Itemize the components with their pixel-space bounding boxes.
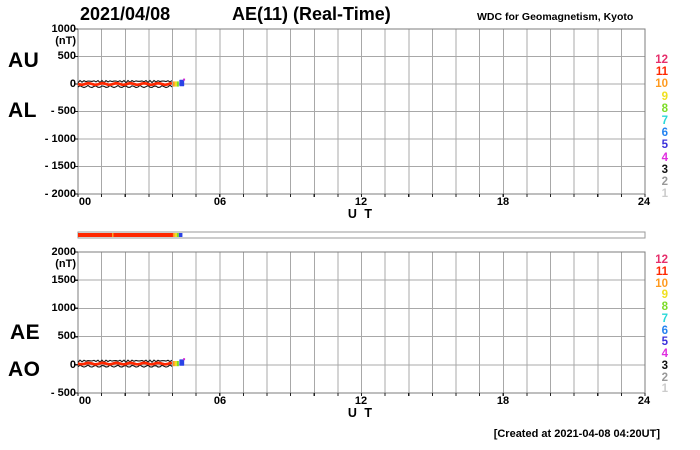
legend-station-count: 3 — [661, 359, 668, 372]
x-tick-label: 12 — [354, 395, 368, 407]
x-tick-label: 24 — [637, 395, 651, 407]
legend-station-count: 7 — [661, 115, 668, 128]
legend-station-count: 6 — [661, 324, 668, 337]
y-tick-label: 500 — [57, 50, 76, 62]
latest-data-marker — [179, 359, 185, 366]
source-label: WDC for Geomagnetism, Kyoto — [477, 11, 634, 23]
legend-station-count: 10 — [655, 78, 668, 91]
legend-station-count: 9 — [661, 289, 668, 302]
y-tick-label: 1000 — [51, 302, 76, 314]
station-count-bar-segment — [113, 233, 173, 237]
legend-station-count: 12 — [655, 54, 668, 66]
legend-station-count: 11 — [655, 265, 668, 278]
y-tick-label: 0 — [69, 359, 76, 371]
legend-station-count: 12 — [655, 254, 668, 266]
trace-main — [77, 81, 173, 87]
station-count-bar-segment — [178, 233, 183, 237]
ao-label: AO — [8, 358, 41, 381]
x-tick-label: 24 — [637, 196, 651, 208]
y-tick-label: - 500 — [50, 387, 76, 399]
legend-station-count: 2 — [661, 371, 668, 384]
y-tick-label: - 2000 — [44, 188, 76, 200]
legend-station-count: 8 — [661, 102, 668, 115]
legend-station-count: 8 — [661, 301, 668, 313]
legend-station-count: 3 — [661, 163, 668, 176]
legend-station-count: 4 — [661, 348, 668, 360]
au-label: AU — [8, 49, 40, 72]
ae-label: AE — [10, 321, 41, 344]
trace-fuzz-lower — [77, 364, 173, 368]
trace-tail-segment — [172, 361, 175, 367]
trace-tail-segment — [172, 81, 175, 87]
y-tick-label: - 500 — [50, 105, 76, 117]
trace-fuzz-upper — [77, 359, 173, 364]
trace-fuzz-upper — [77, 79, 173, 84]
station-count-bar-segment — [112, 233, 114, 237]
trace-tail-segment — [176, 81, 179, 87]
page-title: AE(11) (Real-Time) — [232, 4, 391, 24]
legend-station-count: 1 — [661, 383, 668, 396]
station-count-legend-bottom: 12 11 10 9 8 7 6 5 4 3 2 1 — [628, 254, 668, 396]
legend-station-count: 9 — [661, 90, 668, 103]
legend-station-count: 2 — [661, 176, 668, 189]
station-count-legend-top: 12 11 10 9 8 7 6 5 4 3 2 1 — [628, 54, 668, 200]
y-tick-label: 2000 — [51, 246, 76, 258]
legend-station-count: 6 — [661, 127, 668, 140]
y-axis-unit: (nT) — [55, 258, 76, 270]
x-tick-label: 06 — [213, 395, 227, 407]
legend-station-count: 1 — [661, 188, 668, 201]
trace-tail-segment — [174, 361, 177, 367]
created-timestamp: [Created at 2021-04-08 04:20UT] — [493, 428, 660, 440]
station-count-bar-segment — [172, 233, 175, 237]
latest-data-marker — [179, 79, 185, 87]
station-count-bar-segment — [174, 233, 177, 237]
y-tick-label: - 1000 — [44, 133, 76, 145]
y-tick-label: 500 — [57, 330, 76, 342]
legend-station-count: 4 — [661, 151, 668, 164]
date-title: 2021/04/08 — [80, 4, 171, 24]
x-tick-label: 18 — [496, 395, 510, 407]
trace-tail-segment — [174, 81, 177, 87]
legend-station-count: 5 — [661, 139, 668, 152]
y-tick-label: - 1500 — [44, 160, 76, 172]
x-tick-label: 00 — [78, 395, 92, 407]
legend-station-count: 5 — [661, 336, 668, 349]
x-tick-label: 12 — [354, 196, 368, 208]
legend-station-count: 7 — [661, 312, 668, 325]
x-axis-label: U T — [347, 406, 375, 420]
x-tick-label: 18 — [496, 196, 510, 208]
legend-station-count: 11 — [655, 66, 668, 79]
trace-fuzz-lower — [77, 84, 173, 89]
y-axis-unit: (nT) — [55, 35, 76, 47]
x-axis-label: U T — [347, 207, 375, 221]
trace-main — [77, 361, 173, 366]
y-tick-label: 0 — [69, 78, 76, 90]
station-count-bar-segment — [176, 233, 179, 237]
legend-station-count: 10 — [655, 277, 668, 290]
y-tick-label: 1000 — [51, 23, 76, 35]
trace-tail-segment — [176, 361, 179, 367]
station-count-bar-segment — [78, 233, 113, 237]
x-tick-label: 00 — [78, 196, 92, 208]
y-tick-label: 1500 — [51, 274, 76, 286]
al-label: AL — [8, 99, 37, 122]
latest-data-marker-dot — [183, 358, 186, 361]
x-tick-label: 06 — [213, 196, 227, 208]
latest-data-marker-dot — [183, 78, 186, 81]
